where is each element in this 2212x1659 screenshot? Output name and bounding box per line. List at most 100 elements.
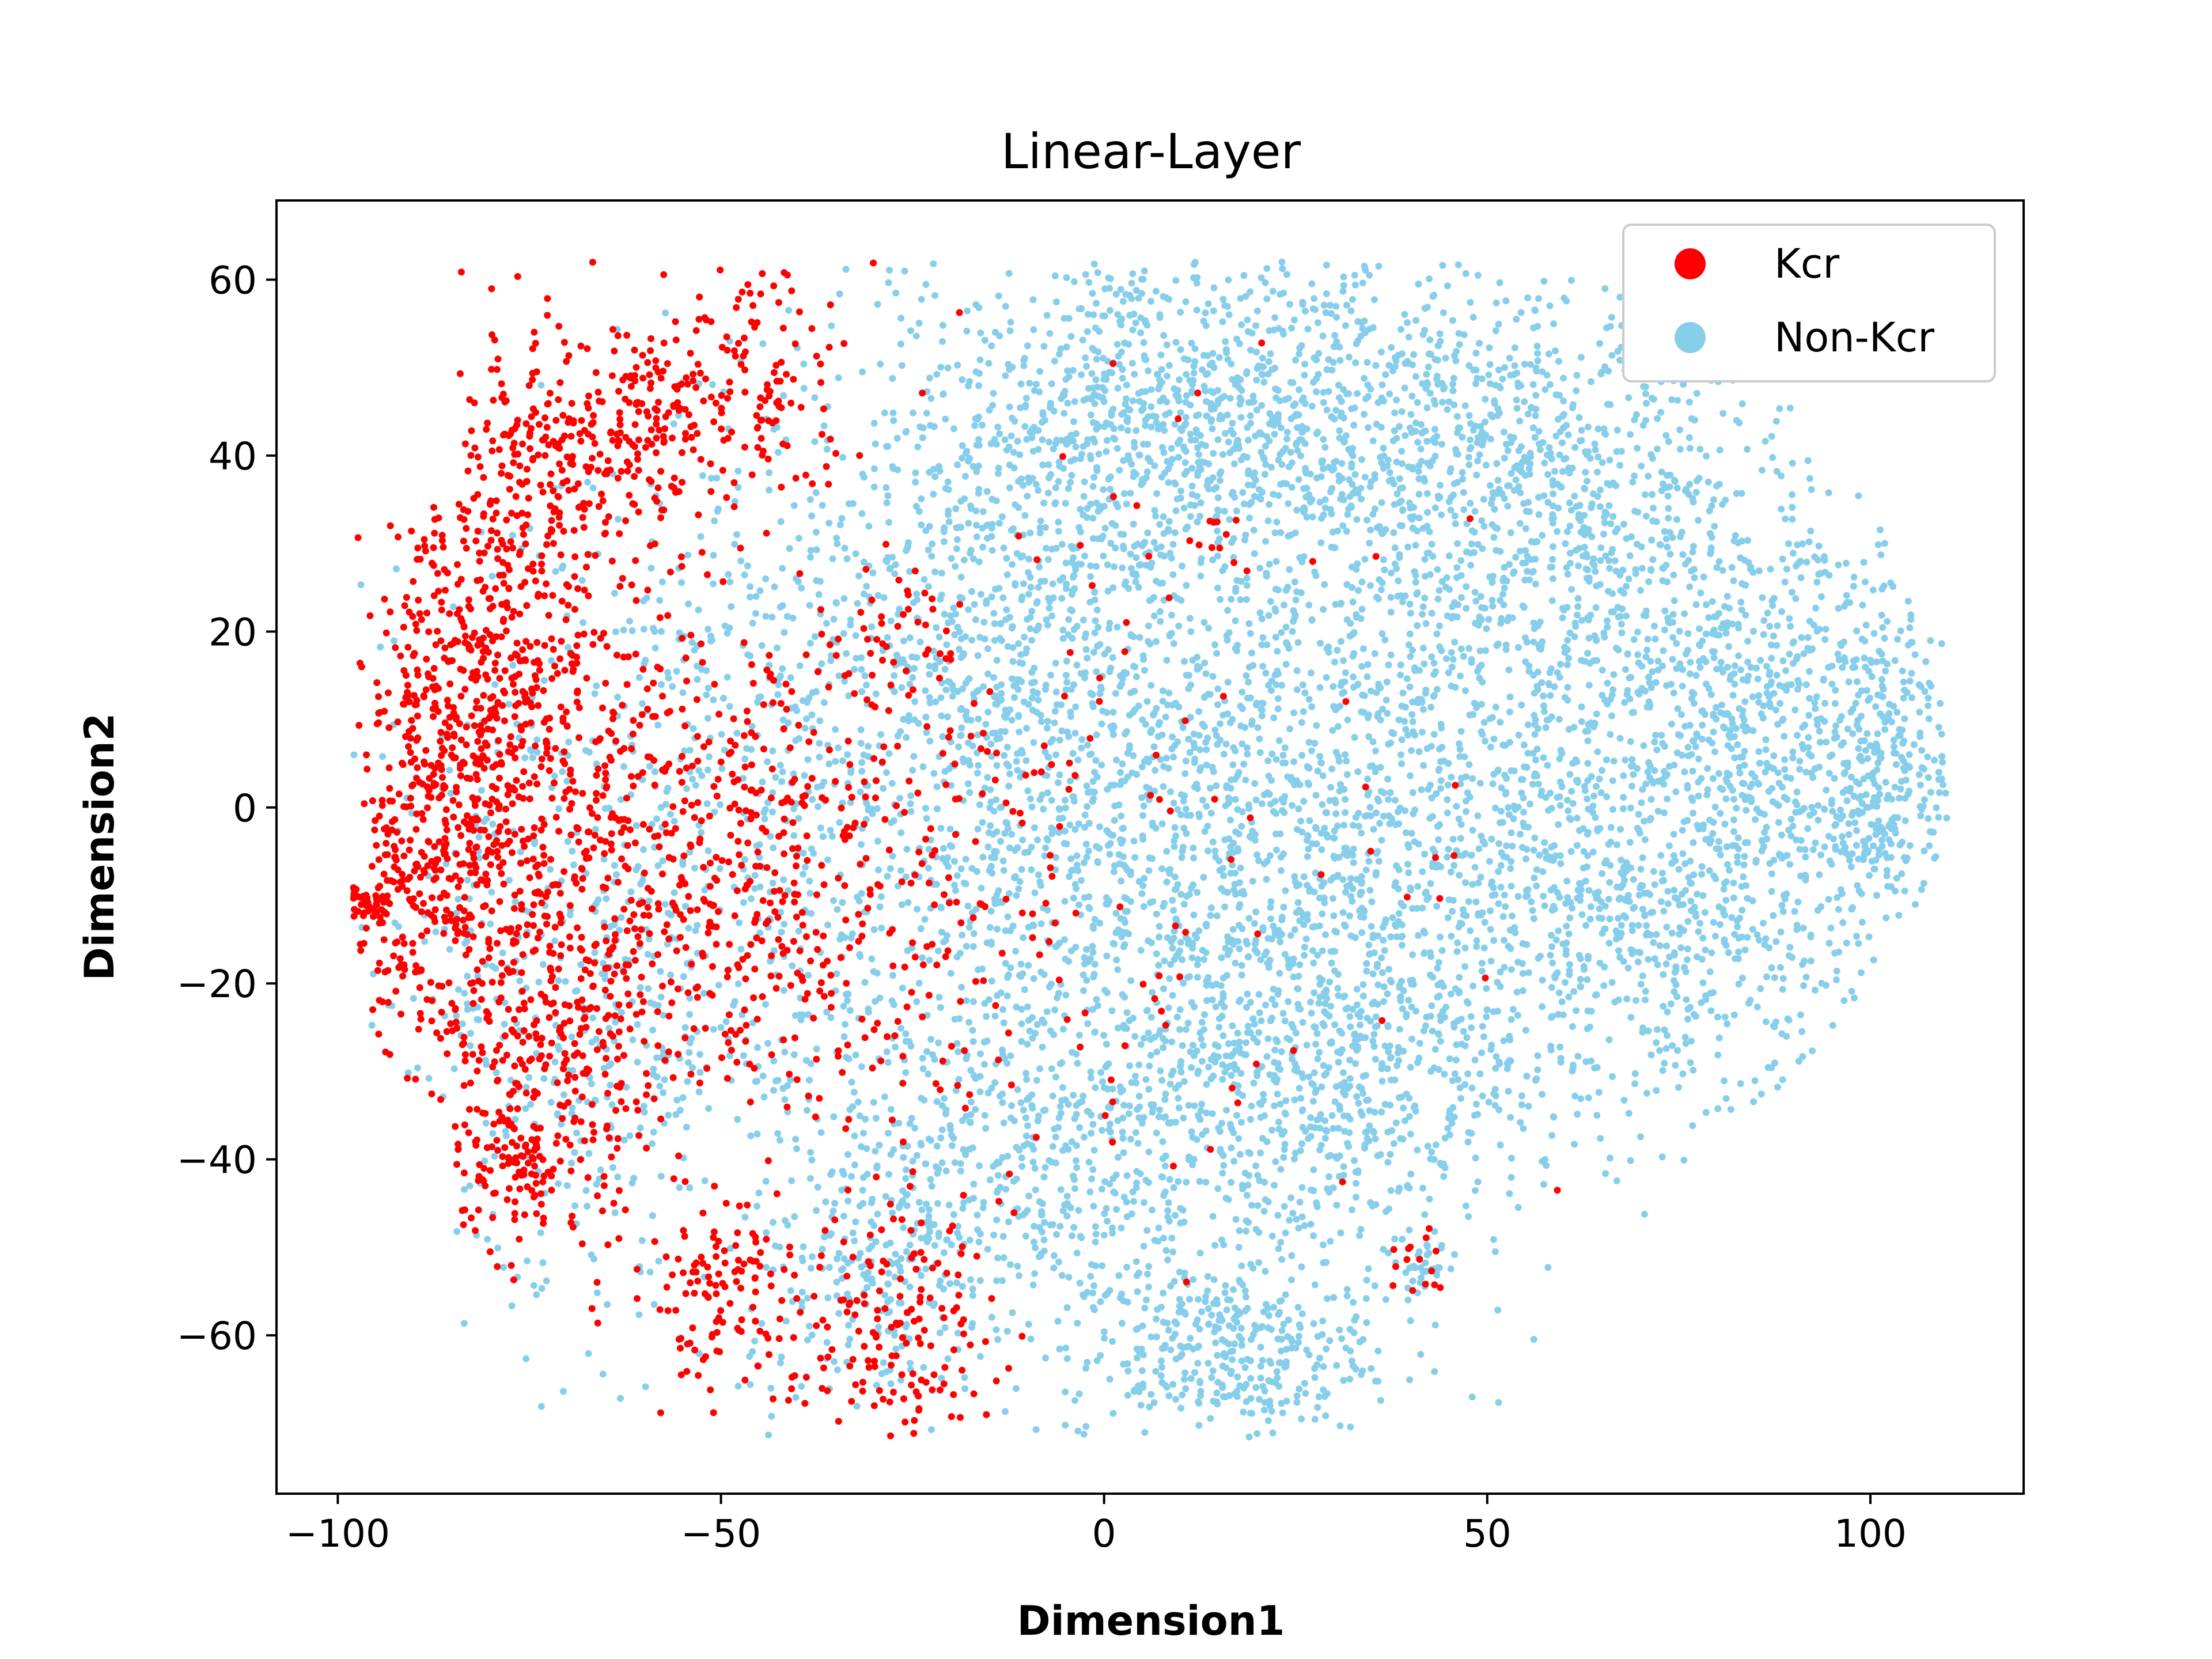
data-point: [1007, 432, 1015, 440]
data-point: [868, 955, 876, 963]
data-point: [1593, 783, 1600, 790]
data-point: [1467, 562, 1475, 569]
data-point: [1035, 871, 1042, 878]
data-point: [1382, 371, 1389, 378]
data-point: [781, 629, 788, 636]
data-point: [994, 469, 1002, 477]
data-point: [1721, 1013, 1729, 1021]
data-point: [1421, 850, 1429, 858]
data-point: [988, 533, 995, 540]
data-point: [1051, 719, 1058, 726]
data-point: [1707, 691, 1715, 698]
data-point: [1616, 734, 1624, 742]
data-point: [1178, 427, 1185, 434]
data-point: [681, 747, 688, 755]
data-point: [1350, 859, 1357, 866]
data-point: [1103, 448, 1110, 455]
data-point: [1058, 594, 1066, 602]
data-point: [1339, 690, 1346, 697]
data-point: [1094, 383, 1101, 391]
data-point: [1241, 724, 1248, 731]
data-point: [721, 622, 729, 630]
data-point: [1456, 424, 1463, 431]
data-point: [973, 521, 980, 529]
data-point: [870, 465, 878, 472]
data-point: [1560, 397, 1567, 405]
data-point: [1415, 748, 1423, 755]
data-point: [1363, 516, 1370, 524]
data-point: [943, 641, 950, 649]
data-point: [1392, 923, 1400, 930]
data-point: [1361, 474, 1369, 481]
data-point: [1171, 843, 1178, 850]
data-point: [1508, 858, 1515, 865]
data-point: [1320, 301, 1328, 309]
data-point: [1147, 403, 1155, 411]
data-point: [1358, 830, 1365, 837]
data-point: [1239, 488, 1247, 496]
data-point: [1091, 768, 1099, 776]
data-point: [1345, 354, 1353, 361]
data-point: [1338, 679, 1346, 686]
data-point: [874, 838, 881, 845]
data-point: [1541, 839, 1548, 846]
data-point: [1535, 511, 1543, 518]
data-point: [1090, 1282, 1097, 1289]
data-point: [1340, 786, 1348, 793]
data-point: [1563, 564, 1570, 571]
data-point: [1573, 372, 1581, 379]
data-point: [1266, 420, 1273, 427]
data-point: [1110, 434, 1118, 442]
data-point: [1029, 429, 1036, 436]
data-point: [1612, 528, 1619, 536]
data-point: [1093, 499, 1100, 507]
data-point: [1093, 668, 1100, 675]
data-point: [1338, 409, 1345, 416]
data-point: [1061, 388, 1069, 395]
data-point: [1578, 718, 1585, 725]
data-point: [1548, 455, 1555, 463]
data-point: [931, 473, 939, 480]
data-point: [1028, 669, 1036, 676]
data-point: [1749, 627, 1757, 635]
data-point: [1387, 976, 1394, 984]
data-point: [1093, 606, 1101, 613]
data-point: [1394, 808, 1402, 816]
data-point: [1415, 840, 1422, 848]
data-point: [1274, 705, 1282, 713]
data-point: [1292, 357, 1299, 364]
data-point: [1480, 437, 1487, 444]
data-point: [1485, 616, 1493, 623]
data-point: [926, 694, 933, 701]
data-point: [1376, 522, 1383, 530]
data-point: [1123, 728, 1130, 736]
data-point: [1134, 540, 1141, 548]
data-point: [1015, 640, 1022, 647]
data-point: [1629, 478, 1637, 486]
data-point: [1451, 638, 1459, 646]
data-point: [1348, 460, 1355, 467]
data-point: [1073, 430, 1080, 437]
data-point: [1170, 640, 1177, 647]
data-point: [940, 938, 948, 946]
data-point: [1078, 305, 1085, 312]
data-point: [979, 854, 987, 861]
data-point: [1679, 1070, 1687, 1078]
data-point: [1063, 435, 1071, 442]
data-point: [1365, 941, 1373, 949]
data-point: [1039, 436, 1046, 444]
data-point: [1009, 560, 1016, 568]
data-point: [1453, 574, 1460, 581]
data-point: [1495, 366, 1502, 374]
data-point: [1642, 988, 1649, 995]
data-point: [1352, 486, 1359, 493]
data-point: [1238, 688, 1246, 696]
data-point: [1205, 624, 1213, 632]
data-point: [938, 1126, 946, 1134]
data-point: [1193, 412, 1200, 419]
data-point: [1495, 320, 1502, 328]
data-point: [800, 870, 806, 878]
data-point: [1209, 838, 1217, 846]
data-point: [713, 474, 721, 482]
data-point: [1203, 746, 1210, 753]
